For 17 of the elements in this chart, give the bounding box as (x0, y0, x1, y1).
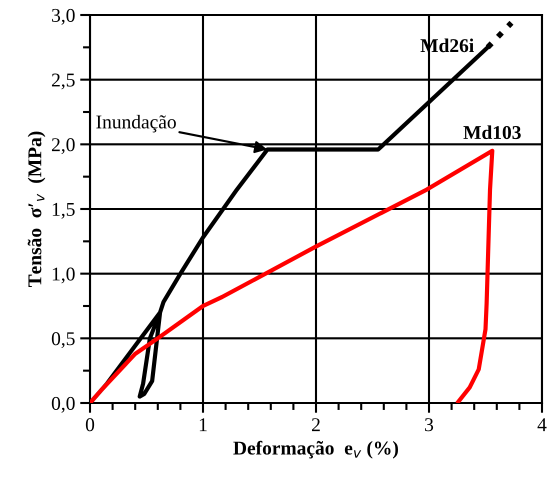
y-axis-title: Tensão σ′$_{v}$ (MPa) (28, 132, 46, 288)
y-tick-label: 2,5 (52, 74, 75, 90)
x-tick-label: 4 (538, 418, 547, 432)
y-tick-label: 3,0 (52, 8, 75, 25)
y-tick-label: 2,0 (52, 138, 75, 154)
x-tick-label: 1 (200, 418, 207, 432)
x-tick-label: 3 (425, 418, 434, 432)
series-label: Md103 (463, 125, 521, 140)
annotation: Inundação (96, 114, 176, 132)
y-tick-label: 0,5 (52, 332, 75, 348)
x-tick-label: 0 (86, 418, 94, 432)
x-axis-title: Deformação e$_{v}$ (%) (233, 440, 398, 459)
x-tick-label: 2 (312, 418, 320, 432)
y-tick-label: 1,0 (52, 267, 75, 284)
line-series (90, 148, 494, 403)
y-tick-label: 1,5 (52, 202, 75, 219)
y-tick-label: 0,0 (52, 396, 75, 413)
